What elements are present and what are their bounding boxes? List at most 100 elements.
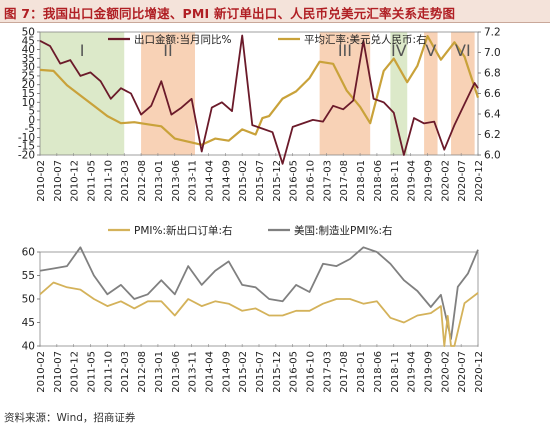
x-tick-label: 2016-10 <box>306 351 317 393</box>
x-tick-label: 2016-05 <box>289 160 300 202</box>
figure-title-bar: 图 7：我国出口金额同比增速、PMI 新订单出口、人民币兑美元汇率关系走势图 <box>0 0 550 23</box>
left-tick-label: 15 <box>22 88 35 100</box>
x-tick-label: 2018-11 <box>390 351 401 393</box>
x-tick-label: 2011-05 <box>87 351 98 393</box>
x-tick-label: 2020-07 <box>457 160 468 202</box>
right-tick-label: 6.8 <box>484 68 501 80</box>
x-tick-label: 2019-04 <box>407 160 418 202</box>
x-tick-label: 2011-10 <box>103 160 114 202</box>
x-tick-label: 2020-02 <box>440 160 451 202</box>
source-note: 资料来源：Wind，招商证券 <box>4 412 136 424</box>
x-tick-label: 2015-12 <box>272 351 283 393</box>
x-tick-label: 2015-07 <box>255 160 266 202</box>
left-tick-label: 50 <box>22 294 35 306</box>
x-tick-label: 2014-04 <box>204 160 215 202</box>
x-tick-label: 2019-04 <box>407 351 418 393</box>
left-tick-label: 45 <box>22 35 35 47</box>
x-tick-label: 2010-12 <box>70 160 81 202</box>
period-shade <box>390 32 408 155</box>
left-tick-label: 5 <box>28 106 35 118</box>
x-tick-label: 2010-07 <box>53 351 64 393</box>
x-tick-label: 2010-02 <box>36 351 47 393</box>
left-tick-label: 40 <box>22 44 35 56</box>
legend-fx-label: 平均汇率:美元兑人民币:右 <box>304 33 427 46</box>
x-tick-label: 2011-10 <box>103 351 114 393</box>
x-tick-label: 2013-11 <box>188 351 199 393</box>
x-tick-label: 2013-11 <box>188 160 199 202</box>
left-tick-label: 25 <box>22 70 35 82</box>
right-tick-label: 6.2 <box>484 129 501 141</box>
x-tick-label: 2012-03 <box>120 160 131 202</box>
x-tick-label: 2015-02 <box>238 351 249 393</box>
x-tick-label: 2012-08 <box>137 351 148 393</box>
left-tick-label: 10 <box>22 97 35 109</box>
x-tick-label: 2013-01 <box>154 351 165 393</box>
x-tick-label: 2012-08 <box>137 160 148 202</box>
x-tick-label: 2017-03 <box>322 160 333 202</box>
right-tick-label: 6.6 <box>484 88 501 100</box>
x-tick-label: 2013-06 <box>171 160 182 202</box>
period-label: II <box>163 41 172 60</box>
left-tick-label: 60 <box>22 247 35 259</box>
figure-title: 图 7：我国出口金额同比增速、PMI 新订单出口、人民币兑美元汇率关系走势图 <box>4 6 456 21</box>
x-tick-label: 2020-12 <box>474 351 485 393</box>
left-tick-label: 35 <box>22 53 35 65</box>
period-label: V <box>425 41 436 60</box>
right-tick-label: 6.4 <box>484 109 501 121</box>
period-label: VI <box>455 41 471 60</box>
left-tick-label: -10 <box>18 132 35 144</box>
series-line-export <box>39 34 479 165</box>
x-tick-label: 2019-09 <box>423 351 434 393</box>
period-shade <box>141 32 195 155</box>
right-tick-label: 7.2 <box>484 27 501 39</box>
x-tick-label: 2016-05 <box>289 351 300 393</box>
right-tick-label: 6.0 <box>484 150 501 162</box>
x-tick-label: 2020-02 <box>440 351 451 393</box>
x-tick-label: 2017-08 <box>339 351 350 393</box>
left-tick-label: 50 <box>22 27 35 39</box>
left-tick-label: 40 <box>22 341 35 353</box>
x-tick-label: 2010-12 <box>70 351 81 393</box>
x-tick-label: 2018-06 <box>373 351 384 393</box>
x-tick-label: 2018-01 <box>356 160 367 202</box>
x-tick-label: 2014-09 <box>221 351 232 393</box>
period-label: IV <box>391 41 407 60</box>
plot-frame <box>39 251 479 347</box>
series-line-fx <box>39 35 480 146</box>
x-tick-label: 2010-02 <box>36 160 47 202</box>
x-tick-label: 2012-03 <box>120 351 131 393</box>
x-tick-label: 2018-01 <box>356 351 367 393</box>
left-tick-label: -5 <box>25 123 35 135</box>
x-tick-label: 2020-07 <box>457 351 468 393</box>
series-line-pmi_new_export <box>39 281 479 347</box>
left-tick-label: 20 <box>22 79 35 91</box>
period-shade <box>451 32 475 155</box>
x-tick-label: 2018-11 <box>390 160 401 202</box>
x-tick-label: 2015-12 <box>272 160 283 202</box>
x-tick-label: 2014-09 <box>221 160 232 202</box>
x-tick-label: 2011-05 <box>87 160 98 202</box>
left-tick-label: 45 <box>22 317 35 329</box>
x-tick-label: 2016-10 <box>306 160 317 202</box>
left-tick-label: 55 <box>22 270 35 282</box>
x-tick-label: 2015-07 <box>255 351 266 393</box>
x-tick-label: 2019-09 <box>423 160 434 202</box>
x-tick-label: 2013-01 <box>154 160 165 202</box>
legend-export-label: 出口金额:当月同比% <box>134 33 232 46</box>
legend-pmi-new-export-label: PMI%:新出口订单:右 <box>134 224 233 237</box>
left-tick-label: -20 <box>18 150 35 162</box>
x-tick-label: 2017-03 <box>322 351 333 393</box>
x-tick-label: 2013-06 <box>171 351 182 393</box>
right-tick-label: 7.0 <box>484 47 501 59</box>
period-label: I <box>80 41 85 60</box>
x-tick-label: 2018-06 <box>373 160 384 202</box>
period-label: III <box>338 41 352 60</box>
x-tick-label: 2020-12 <box>474 160 485 202</box>
series-line-pmi_us <box>39 246 479 340</box>
pmi-chart: 40 45 50 55 60 2010-02 2010-07 2010-12 2011-05 20… <box>22 224 485 393</box>
x-tick-label: 2010-07 <box>53 160 64 202</box>
left-tick-label: -15 <box>18 141 35 153</box>
left-tick-label: 0 <box>28 114 35 126</box>
left-tick-label: 30 <box>22 62 35 74</box>
